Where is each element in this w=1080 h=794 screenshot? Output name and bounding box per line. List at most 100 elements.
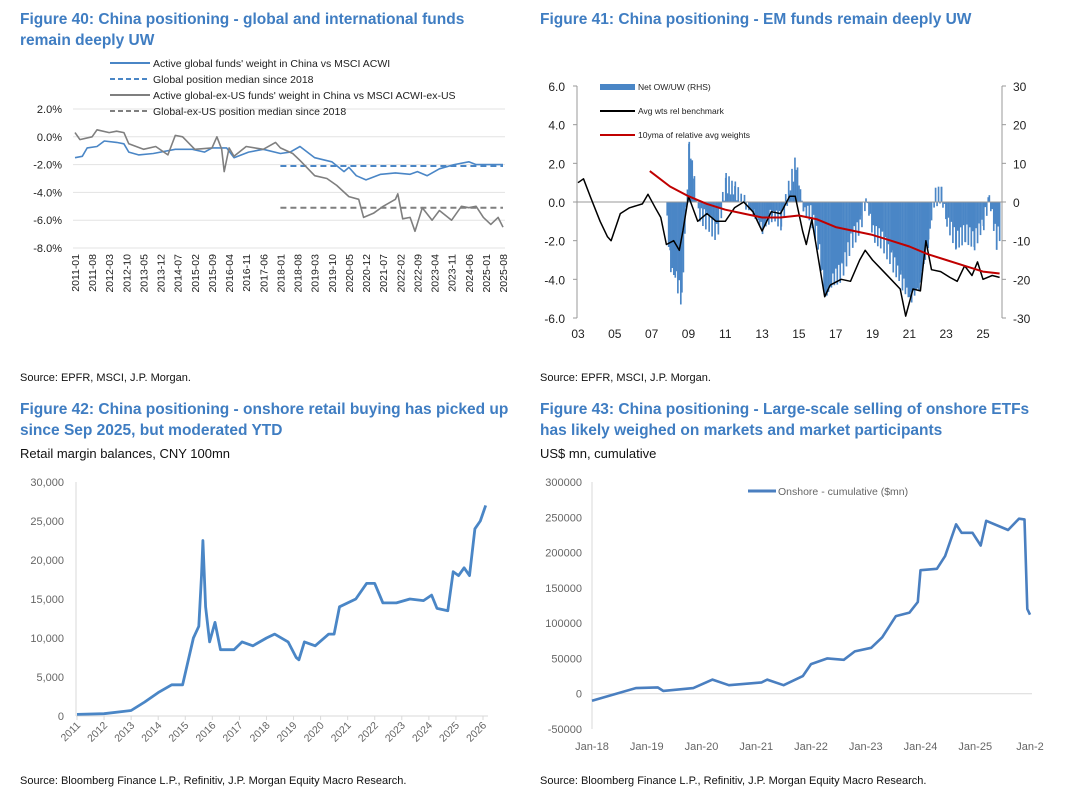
y-tick-label: 100000 [545, 618, 582, 630]
y-rhs-tick-label: 0 [1013, 196, 1020, 210]
net-ow-uw-bar [705, 202, 707, 230]
x-tick-label: 2019-10 [327, 254, 339, 293]
net-ow-uw-bar [812, 202, 815, 215]
x-tick-label: 2013 [112, 720, 137, 745]
net-ow-uw-bar [784, 194, 787, 202]
x-tick-label: 2020-05 [344, 254, 356, 293]
net-ow-uw-bar [886, 202, 888, 260]
onshore-cumulative-line [591, 517, 1032, 703]
net-ow-uw-bar [796, 167, 799, 202]
net-ow-uw-bar [671, 202, 674, 269]
net-ow-uw-bar [922, 202, 925, 264]
y-tick-label: 250000 [545, 512, 582, 524]
net-ow-uw-bar [947, 202, 950, 218]
net-ow-uw-bar [711, 202, 713, 237]
net-ow-uw-bar [844, 202, 846, 253]
net-ow-uw-bar [925, 202, 928, 246]
net-ow-uw-bar [805, 202, 808, 217]
net-ow-uw-bar [731, 180, 733, 202]
x-tick-label: 2015-02 [190, 254, 202, 293]
x-tick-label: Jan-21 [739, 741, 773, 753]
x-tick-label: Jan-19 [630, 741, 664, 753]
net-ow-uw-bar [997, 202, 1000, 227]
net-ow-uw-bar [956, 202, 959, 231]
net-ow-uw-bar [895, 202, 898, 278]
x-tick-label: Jan-25 [958, 741, 992, 753]
x-tick-label: 19 [866, 327, 880, 341]
net-ow-uw-bar [875, 202, 878, 227]
y-tick-label: 4.0 [548, 119, 565, 133]
net-ow-uw-bar [824, 202, 827, 297]
net-ow-uw-bar [795, 169, 797, 202]
y-tick-label: 10,000 [30, 633, 64, 645]
y-tick-label: -6.0 [544, 312, 565, 326]
net-ow-uw-bar [726, 193, 729, 202]
net-ow-uw-bar [672, 202, 675, 276]
net-ow-uw-bar [998, 202, 1001, 242]
net-ow-uw-bar [772, 202, 775, 211]
net-ow-uw-bar [937, 186, 940, 202]
legend-label: Net OW/UW (RHS) [638, 82, 711, 92]
net-ow-uw-bar [910, 202, 913, 303]
y-tick-label: -2.0% [33, 160, 62, 172]
net-ow-uw-bar [995, 202, 998, 250]
x-tick-label: 2018 [248, 720, 273, 745]
net-ow-uw-bar [792, 181, 795, 202]
figure-43-source: Source: Bloomberg Finance L.P., Refiniti… [540, 775, 927, 787]
net-ow-uw-bar [969, 202, 971, 228]
net-ow-uw-bar [685, 202, 688, 208]
net-ow-uw-bar [735, 200, 738, 202]
net-ow-uw-bar [670, 202, 672, 273]
x-tick-label: 05 [608, 327, 622, 341]
net-ow-uw-bar [953, 202, 956, 228]
net-ow-uw-bar [861, 202, 863, 228]
x-tick-label: 2025 [437, 720, 462, 745]
net-ow-uw-bar [688, 141, 691, 202]
net-ow-uw-bar [666, 202, 669, 216]
net-ow-uw-bar [833, 202, 836, 286]
x-tick-label: 2023-04 [430, 254, 442, 293]
net-ow-uw-bar [872, 202, 875, 226]
net-ow-uw-bar [936, 202, 938, 207]
net-ow-uw-bar [985, 202, 988, 216]
y-tick-label: 2.0% [37, 104, 62, 116]
figure-43-subtitle: US$ mn, cumulative [540, 446, 657, 461]
net-ow-uw-bar [866, 202, 869, 204]
net-ow-uw-bar [786, 202, 789, 206]
x-tick-label: Jan-2 [1016, 741, 1044, 753]
y-tick-label: -50000 [548, 724, 582, 736]
net-ow-uw-bar [745, 202, 747, 210]
x-tick-label: 25 [976, 327, 990, 341]
net-ow-uw-bar [893, 202, 896, 258]
net-ow-uw-bar [720, 202, 723, 219]
figure-40-title: Figure 40: China positioning - global an… [20, 11, 465, 49]
net-ow-uw-bar [706, 202, 709, 214]
net-ow-uw-bar [971, 202, 974, 232]
net-ow-uw-bar [978, 202, 980, 224]
net-ow-uw-bar [869, 202, 872, 214]
x-tick-label: 07 [645, 327, 659, 341]
net-ow-uw-bar [725, 173, 727, 202]
net-ow-uw-bar [832, 202, 834, 274]
net-ow-uw-bar [916, 202, 919, 289]
net-ow-uw-bar [737, 187, 740, 202]
net-ow-uw-bar [767, 202, 770, 225]
net-ow-uw-bar [780, 202, 783, 227]
net-ow-uw-bar [865, 198, 867, 202]
net-ow-uw-bar [959, 202, 962, 228]
net-ow-uw-bar [845, 202, 848, 267]
y-tick-label: 150000 [545, 583, 582, 595]
net-ow-uw-bar [754, 202, 757, 219]
net-ow-uw-bar [674, 202, 677, 278]
legend-label: Active global-ex-US funds' weight in Chi… [153, 90, 456, 102]
net-ow-uw-bar [743, 194, 746, 202]
net-ow-uw-bar [874, 202, 876, 243]
legend-swatch [600, 84, 635, 90]
net-ow-uw-bar [904, 202, 907, 295]
y-tick-label: -6.0% [33, 215, 62, 227]
x-tick-label: 2024 [410, 720, 435, 745]
x-tick-label: 2012 [85, 720, 110, 745]
net-ow-uw-bar [883, 202, 885, 254]
net-ow-uw-bar [791, 168, 793, 202]
